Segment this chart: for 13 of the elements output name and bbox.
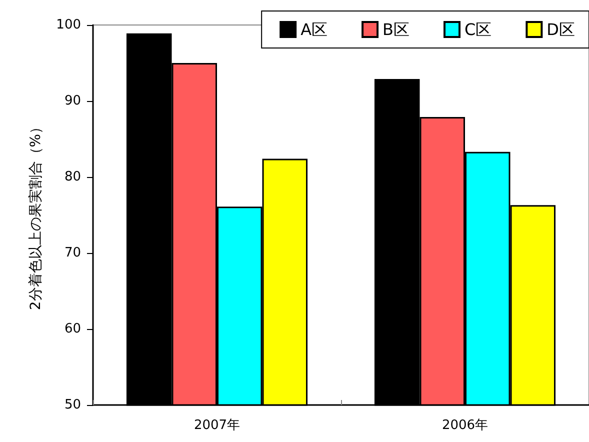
y-tick-label: 80 bbox=[64, 170, 81, 184]
legend-label: D区 bbox=[546, 20, 576, 39]
y-tick-label: 70 bbox=[64, 246, 81, 260]
y-tick-label: 50 bbox=[64, 398, 81, 412]
legend-label: C区 bbox=[464, 20, 492, 39]
legend-label: B区 bbox=[382, 20, 410, 39]
y-tick-label: 100 bbox=[56, 18, 81, 32]
legend-label: A区 bbox=[300, 20, 328, 39]
y-tick-label: 60 bbox=[64, 322, 81, 336]
y-axis-title: 2分着色以上の果実割合（%） bbox=[28, 120, 44, 310]
x-tick-label: 2006年 bbox=[442, 418, 488, 433]
y-tick-label: 90 bbox=[64, 94, 81, 108]
x-tick-label: 2007年 bbox=[194, 418, 240, 433]
